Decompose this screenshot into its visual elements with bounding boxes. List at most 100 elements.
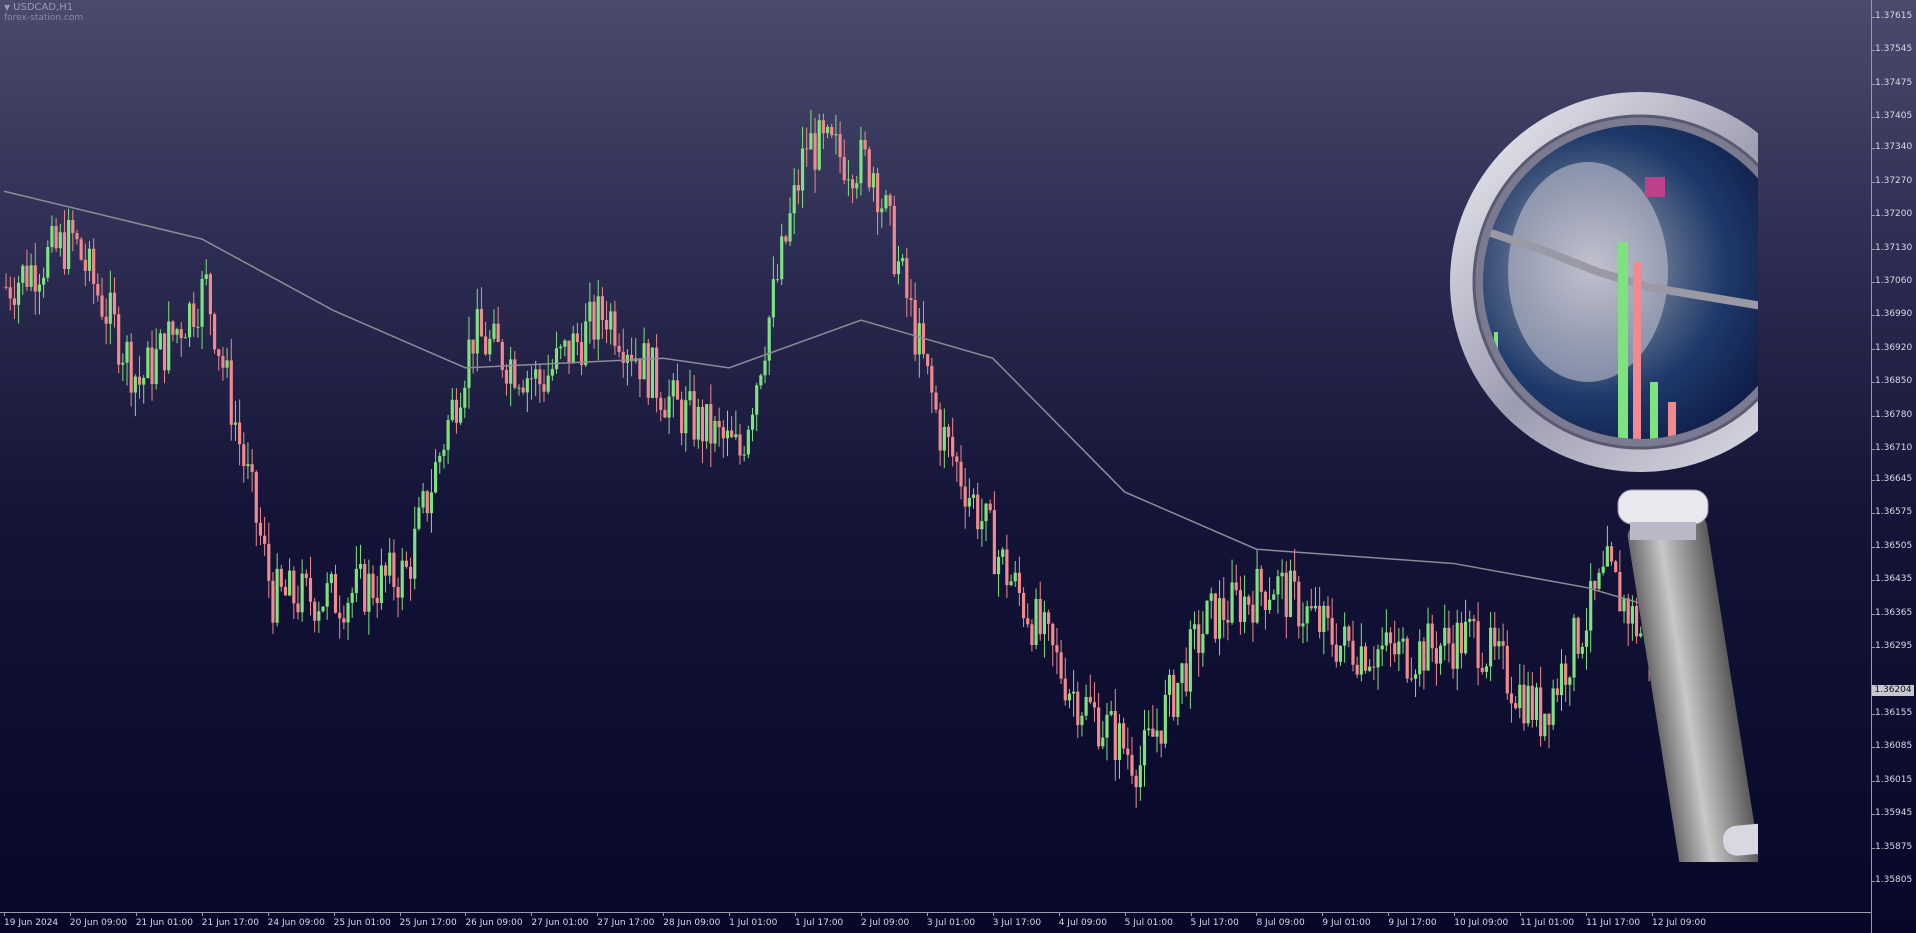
candle-body [4, 286, 8, 288]
symbol-label: USDCAD,H1 [13, 2, 74, 13]
candle-body [763, 360, 767, 376]
candle-body [1259, 568, 1263, 592]
candle-body [613, 311, 617, 346]
time-axis[interactable] [0, 912, 1871, 913]
time-tick-label: 5 Jul 01:00 [1124, 918, 1173, 928]
candle-body [1126, 748, 1130, 755]
price-tick-label: 1.35945 [1875, 808, 1913, 819]
candle-body [951, 436, 955, 457]
candle-body [771, 279, 775, 318]
candle-body [1393, 643, 1397, 655]
candle-body [646, 343, 650, 398]
candle-body [742, 454, 746, 456]
candle-body [1468, 618, 1472, 622]
candle-body [855, 183, 859, 189]
candle-body [317, 611, 321, 621]
candle-body [1572, 617, 1576, 678]
candle-body [238, 422, 242, 445]
candle-body [1397, 641, 1401, 655]
price-tick-label: 1.36710 [1875, 443, 1913, 453]
time-tick-mark [1388, 912, 1390, 916]
candle-body [859, 139, 863, 184]
candle-body [563, 340, 567, 347]
candle-body [1355, 664, 1359, 675]
price-tick-label: 1.37615 [1875, 11, 1913, 21]
candle-body [371, 573, 375, 598]
candle-body [930, 366, 934, 393]
candle-body [1113, 711, 1117, 760]
candle-body [567, 340, 571, 364]
candle-body [208, 274, 212, 315]
candle-body [267, 543, 271, 581]
price-tick-label: 1.37545 [1875, 44, 1913, 55]
candle-body [1080, 715, 1084, 726]
candle-body [350, 592, 354, 603]
price-tick-mark [1871, 881, 1875, 882]
price-tick-label: 1.36645 [1875, 474, 1913, 485]
candle-body [1109, 711, 1113, 715]
candle-body [96, 283, 100, 296]
candle-body [959, 461, 963, 487]
candle-body [292, 570, 296, 604]
price-tick-mark [1871, 117, 1875, 119]
price-tick-label: 1.36575 [1875, 507, 1913, 518]
candle-body [1026, 618, 1030, 625]
candle-body [288, 570, 292, 596]
candle-body [342, 618, 346, 623]
time-tick-mark [201, 912, 203, 916]
candle-body [1509, 693, 1514, 704]
candle-body [358, 563, 363, 569]
candle-body [300, 573, 304, 613]
candle-body [684, 400, 688, 434]
candle-body [146, 347, 150, 378]
candle-body [1276, 576, 1280, 595]
candle-body [333, 574, 338, 613]
candle-body [1451, 643, 1455, 669]
candle-body [596, 296, 600, 340]
candle-body [313, 601, 317, 621]
candle-body [842, 157, 846, 181]
candle-body [46, 247, 50, 278]
candle-body [354, 568, 358, 593]
time-tick-label: 3 Jul 01:00 [926, 918, 976, 928]
candle-body [1326, 605, 1330, 619]
candle-body [617, 345, 621, 352]
candle-body [888, 195, 892, 206]
candle-body [329, 574, 333, 584]
current-price-label: 1.36204 [1872, 684, 1914, 696]
candle-body [42, 277, 46, 285]
triangle-down-icon[interactable]: ▼ [4, 3, 11, 12]
time-tick-mark [399, 912, 401, 916]
candle-body [171, 321, 175, 335]
candle-body [529, 378, 534, 380]
chart-title: ▼ USDCAD,H1 [4, 2, 73, 13]
candle-body [688, 391, 692, 401]
time-tick-label: 19 Jun 2024 [4, 918, 59, 928]
time-tick-label: 21 Jun 01:00 [135, 918, 194, 928]
candle-body [1318, 605, 1322, 633]
candle-body [896, 261, 901, 275]
candle-body [1526, 685, 1530, 724]
candle-body [154, 349, 158, 385]
candle-body [992, 510, 996, 575]
candle-body [67, 219, 71, 270]
candle-body [1117, 723, 1122, 760]
time-tick-mark [663, 912, 665, 916]
candle-body [1247, 596, 1251, 605]
candle-body [913, 299, 917, 355]
time-tick-label: 11 Jul 17:00 [1586, 918, 1641, 928]
candle-body [1376, 649, 1380, 668]
candle-body [388, 552, 392, 576]
candle-body [592, 301, 596, 340]
price-axis[interactable] [1871, 0, 1916, 933]
price-tick-label: 1.37475 [1875, 77, 1913, 88]
time-tick-mark [1124, 912, 1126, 916]
candle-body [304, 573, 308, 579]
time-tick-label: 5 Jul 17:00 [1190, 918, 1239, 928]
price-plot[interactable] [0, 0, 1871, 912]
candle-body [1413, 674, 1418, 679]
candle-body [1059, 652, 1063, 679]
candle-body [1209, 593, 1213, 601]
candle-body [425, 491, 429, 514]
